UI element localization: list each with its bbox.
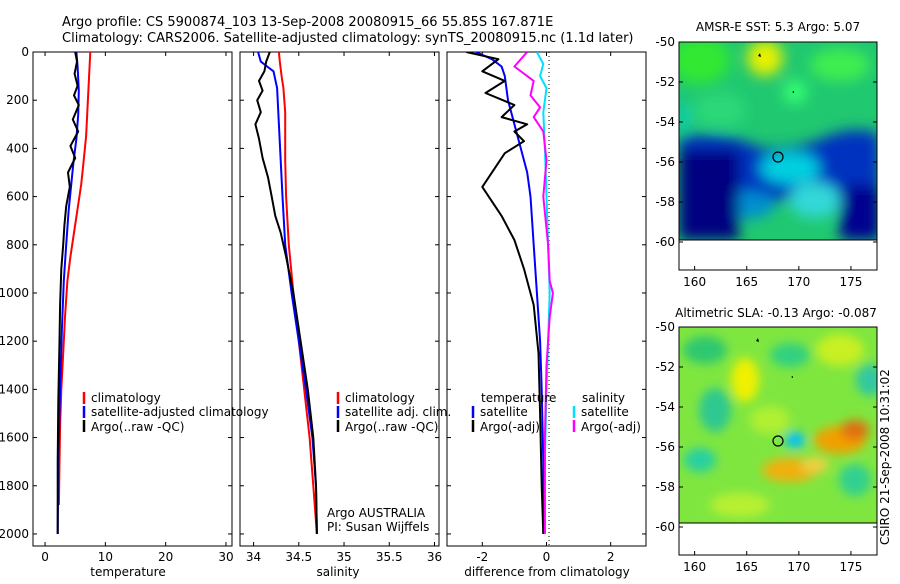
map-x-tick-label: 160 (683, 275, 706, 289)
difference-panel-frame (446, 51, 647, 547)
y-tick-label: 800 (6, 238, 29, 252)
depth-axis: 0 200 400 600 800 1000 1200 1400 1600 1800 2000 (0, 45, 646, 541)
x-tick-label: 36 (427, 550, 442, 564)
legend-label-satellite-adjusted: satellite-adjusted climatology (91, 405, 269, 419)
x-tick-label: 30 (218, 550, 233, 564)
series-line-temperature-argo-adj- (466, 52, 545, 535)
y-tick-label: 600 (6, 190, 29, 204)
y-tick-label: 1800 (0, 479, 29, 493)
temperature-x-label: temperature (90, 565, 165, 579)
map-y-tick-label: -60 (655, 235, 675, 249)
difference-salinity-legend: salinity satellite Argo(-adj) (572, 391, 641, 434)
legend-title-salinity: salinity (582, 391, 625, 405)
map-y-tick-label: -54 (655, 115, 675, 129)
temperature-legend: climatology satellite-adjusted climatolo… (82, 391, 269, 434)
x-tick-label: 0 (41, 550, 49, 564)
series-line-salinity-argo-adj- (513, 52, 554, 534)
series-line-satellite-adjusted-climatology (56, 52, 80, 535)
x-tick-label: 2 (607, 550, 615, 564)
x-tick-label: 35 (336, 550, 351, 564)
y-tick-label: 1000 (0, 286, 29, 300)
x-tick-label: 20 (158, 550, 173, 564)
map-x-tick-label: 170 (787, 560, 810, 574)
y-tick-label: 0 (21, 45, 29, 59)
x-tick-label: 0 (543, 550, 551, 564)
series-line-argo-raw-qc- (56, 52, 80, 534)
series-line-argo-raw-qc- (254, 52, 318, 535)
series-line-temperature-satellite (475, 52, 545, 534)
sla-map-axes: 160 165 170 175 -50 -52 -54 -56 -58 -60 (655, 320, 877, 574)
map-y-tick-label: -50 (655, 35, 675, 49)
sst-map-image (679, 42, 877, 240)
map-y-tick-label: -58 (655, 195, 675, 209)
salinity-series (254, 52, 318, 535)
map-x-tick-label: 175 (839, 560, 862, 574)
legend-label-sal-satellite: satellite (581, 405, 629, 419)
map-y-tick-label: -56 (655, 155, 675, 169)
x-tick-label: 10 (98, 550, 113, 564)
temperature-series (56, 52, 92, 535)
y-tick-label: 1200 (0, 334, 29, 348)
y-tick-label: 400 (6, 141, 29, 155)
map-x-tick-label: 165 (735, 275, 758, 289)
map-y-tick-label: -60 (655, 520, 675, 534)
map-y-tick-label: -54 (655, 400, 675, 414)
map-x-tick-label: 175 (839, 275, 862, 289)
difference-x-label: difference from climatology (464, 565, 630, 579)
map-x-tick-label: 160 (683, 560, 706, 574)
timestamp-side-label: CSIRO 21-Sep-2008 10:31:02 (878, 369, 892, 545)
difference-temperature-legend: temperature satellite Argo(-adj) (471, 391, 556, 434)
x-tick-label: 34 (246, 550, 261, 564)
sla-map-image (679, 327, 877, 523)
sla-map-title: Altimetric SLA: -0.13 Argo: -0.087 (675, 306, 877, 320)
temperature-x-axis: 0 10 20 30 (41, 52, 234, 564)
legend-label-temp-satellite: satellite (480, 405, 528, 419)
argo-country-annotation: Argo AUSTRALIA (327, 506, 426, 520)
legend-label-argo: Argo(..raw -QC) (91, 420, 184, 434)
x-tick-label: -2 (476, 550, 488, 564)
legend-label-argo: Argo(..raw -QC) (345, 420, 438, 434)
series-line-satellite-adj-clim- (257, 52, 318, 535)
salinity-legend: climatology satellite adj. clim. Argo(..… (336, 391, 451, 434)
sst-map-title: AMSR-E SST: 5.3 Argo: 5.07 (696, 20, 860, 34)
legend-label-temp-argo: Argo(-adj) (480, 420, 540, 434)
x-tick-label: 35.5 (376, 550, 403, 564)
legend-label-satellite-adj: satellite adj. clim. (345, 405, 451, 419)
map-y-tick-label: -52 (655, 360, 675, 374)
legend-title-temperature: temperature (481, 391, 556, 405)
y-tick-label: 1400 (0, 382, 29, 396)
salinity-x-axis: 34 34.5 35 35.5 36 (246, 52, 442, 564)
map-x-tick-label: 165 (735, 560, 758, 574)
y-tick-label: 1600 (0, 431, 29, 445)
sst-map-axes: 160 165 170 175 -50 -52 -54 -56 -58 -60 (655, 35, 877, 289)
temperature-panel-frame (32, 51, 233, 547)
figure-title-line2: Climatology: CARS2006. Satellite-adjuste… (62, 31, 634, 46)
figure-title-line1: Argo profile: CS 5900874_103 13-Sep-2008… (62, 15, 553, 30)
y-tick-label: 200 (6, 93, 29, 107)
map-y-tick-label: -52 (655, 75, 675, 89)
argo-location-marker (772, 435, 784, 447)
salinity-x-label: salinity (316, 565, 359, 579)
legend-label-sal-argo: Argo(-adj) (581, 420, 641, 434)
sla-map-empty-band (678, 522, 878, 556)
series-line-climatology (57, 52, 92, 506)
x-tick-label: 34.5 (285, 550, 312, 564)
argo-location-marker (772, 151, 784, 163)
difference-series (466, 52, 554, 535)
y-tick-label: 2000 (0, 527, 29, 541)
argo-pi-annotation: PI: Susan Wijffels (327, 520, 429, 534)
sst-map-empty-band (678, 239, 878, 271)
map-y-tick-label: -50 (655, 320, 675, 334)
map-y-tick-label: -56 (655, 440, 675, 454)
map-y-tick-label: -58 (655, 480, 675, 494)
legend-label-climatology: climatology (345, 391, 415, 405)
series-line-climatology (277, 52, 318, 535)
salinity-panel-frame (239, 51, 440, 547)
map-x-tick-label: 170 (787, 275, 810, 289)
legend-label-climatology: climatology (91, 391, 161, 405)
